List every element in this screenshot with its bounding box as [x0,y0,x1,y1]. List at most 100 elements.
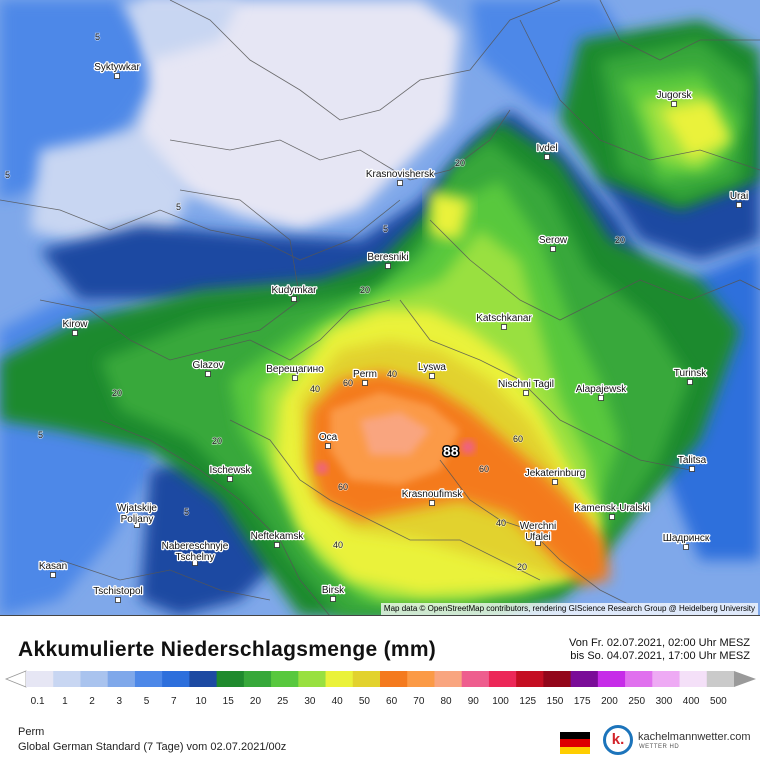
city-marker [736,202,742,208]
city-label: Oca [319,432,338,443]
scale-tick-label: 40 [332,696,344,707]
city-marker [397,180,403,186]
city-label: Nabereschnyje Tschelny [162,541,229,563]
scale-tick-label: 10 [195,696,207,707]
kachelmann-logo-icon[interactable]: k. [603,725,633,755]
city-label: Birsk [322,585,345,596]
precipitation-map[interactable]: 5 5 5 5 5 5 20 20 20 20 20 20 40 40 40 4… [0,0,760,616]
scale-tick-label: 20 [250,696,262,707]
city-marker [114,73,120,79]
city-label: Krasnoufimsk [402,489,464,500]
scale-tick-label: 125 [519,696,536,707]
city-label: Krasnovishersk [366,169,435,180]
city-marker [227,476,233,482]
scale-arrow-right [734,671,756,687]
city-marker [552,479,558,485]
city-label: Alapajewsk [576,384,628,395]
svg-text:20: 20 [112,388,122,398]
city-marker [192,560,198,566]
scale-swatch [434,671,463,687]
scale-swatch [570,671,599,687]
scale-tick-label: 70 [413,696,425,707]
period-end: bis So. 04.07.2021, 17:00 Uhr MESZ [570,650,750,662]
scale-swatch [325,671,354,687]
brand-name[interactable]: kachelmannwetter.com [638,731,751,743]
contour-labels: 5 5 5 5 5 5 20 20 20 20 20 20 40 40 40 4… [4,31,626,573]
legend-title: Akkumulierte Niederschlagsmenge (mm) [18,638,437,661]
location-label: Perm [18,726,45,738]
city-marker [385,263,391,269]
city-marker [362,380,368,386]
svg-text:5: 5 [383,224,388,234]
svg-text:5: 5 [38,430,43,440]
city-marker [598,395,604,401]
city-marker [550,246,556,252]
scale-swatch [652,671,681,687]
city-label: Wjatskije Poljany [117,503,157,525]
city-label: Верещагино [266,364,324,375]
city-label: Werchni Ufalei [520,521,557,543]
city-label: Turinsk [674,368,707,379]
svg-text:20: 20 [212,436,222,446]
city-marker [429,373,435,379]
scale-tick-label: 2 [89,696,95,707]
svg-text:60: 60 [338,482,348,492]
svg-text:20: 20 [360,285,370,295]
scale-swatch [352,671,381,687]
city-label: Talitsa [678,455,707,466]
scale-swatch [53,671,81,687]
city-marker [115,597,121,603]
city-label: Kasan [39,561,67,572]
svg-text:20: 20 [455,158,465,168]
scale-tick-label: 100 [492,696,509,707]
city-label: Шадринск [663,533,710,544]
city-label: Tschistopol [93,586,142,597]
city-marker [50,572,56,578]
svg-text:40: 40 [333,540,343,550]
city-label: Syktywkar [94,62,140,73]
city-marker [330,596,336,602]
map-canvas: 5 5 5 5 5 5 20 20 20 20 20 20 40 40 40 4… [0,0,760,615]
scale-swatch [243,671,272,687]
city-label: Beresniki [367,252,408,263]
scale-tick-label: 30 [304,696,316,707]
max-precip-label: 88 [443,443,459,459]
model-info: Global German Standard (7 Tage) vom 02.0… [18,741,287,753]
german-flag-icon [560,732,590,754]
scale-swatch [107,671,136,687]
city-marker [134,522,140,528]
scale-swatch [625,671,653,687]
scale-tick-label: 80 [441,696,453,707]
svg-text:5: 5 [95,32,100,42]
time-period: Von Fr. 02.07.2021, 02:00 Uhr MESZ bis S… [569,637,750,663]
scale-tick-label: 3 [117,696,123,707]
scale-tick-label: 60 [386,696,398,707]
city-marker [535,540,541,546]
brand-subtitle: WETTER HD [639,744,680,750]
scale-swatch [380,671,408,687]
city-marker [72,330,78,336]
city-label: Urai [730,191,748,202]
city-marker [687,379,693,385]
scale-tick-label: 7 [171,696,177,707]
scale-swatch [407,671,435,687]
city-label: Ivdel [536,143,557,154]
city-marker [683,544,689,550]
city-marker [523,390,529,396]
city-marker [274,542,280,548]
scale-tick-label: 150 [547,696,564,707]
map-attribution[interactable]: Map data © OpenStreetMap contributors, r… [380,603,758,615]
svg-text:20: 20 [517,562,527,572]
scale-swatch [134,671,163,687]
city-label: Ischewsk [209,465,251,476]
scale-tick-label: 25 [277,696,289,707]
scale-swatch [488,671,517,687]
scale-tick-label: 300 [656,696,673,707]
city-label: Jekaterinburg [525,468,586,479]
city-marker [292,375,298,381]
svg-text:60: 60 [343,378,353,388]
city-markers: Syktywkar Jugorsk Ivdel Krasnovishersk Urai S… [38,61,749,603]
scale-swatch [189,671,218,687]
svg-text:60: 60 [513,434,523,444]
scale-tick-label: 15 [223,696,235,707]
